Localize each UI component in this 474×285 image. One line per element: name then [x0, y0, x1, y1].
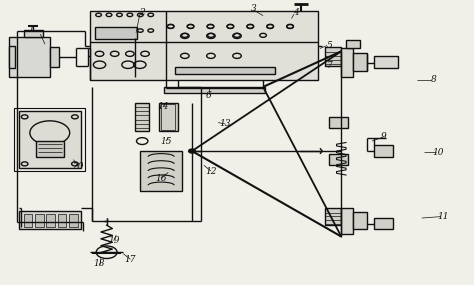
Bar [341, 208, 353, 234]
Text: 17: 17 [125, 255, 136, 264]
Text: 5: 5 [327, 41, 332, 50]
Bar [140, 151, 182, 191]
Text: 19: 19 [108, 236, 119, 245]
Bar [329, 154, 348, 165]
Bar [19, 211, 81, 229]
Bar [46, 214, 55, 227]
Bar [24, 214, 32, 227]
Text: 10: 10 [433, 148, 444, 157]
Text: 14: 14 [158, 102, 169, 111]
Bar [346, 40, 360, 48]
Text: 3: 3 [251, 4, 256, 13]
Bar [161, 104, 175, 130]
Bar [159, 103, 178, 131]
Text: 7: 7 [327, 61, 332, 70]
Bar [95, 27, 137, 39]
Bar [36, 141, 64, 157]
Bar [353, 212, 367, 229]
Bar [50, 47, 59, 67]
Bar [58, 214, 66, 227]
Bar [9, 46, 15, 68]
Text: 13: 13 [219, 119, 231, 129]
Text: 15: 15 [160, 137, 172, 146]
Text: 18: 18 [94, 259, 105, 268]
Text: 16: 16 [155, 174, 167, 183]
Bar [69, 214, 78, 227]
Bar [24, 30, 43, 37]
Bar [9, 37, 50, 77]
Text: 8: 8 [431, 75, 437, 84]
Text: 12: 12 [205, 166, 217, 176]
Bar [353, 53, 367, 71]
Bar [325, 47, 341, 66]
Text: 2: 2 [139, 8, 145, 17]
Bar [14, 108, 85, 171]
Bar [325, 208, 341, 225]
Bar [374, 145, 393, 157]
Text: 1: 1 [28, 25, 34, 34]
Bar [374, 218, 393, 229]
Bar [329, 117, 348, 128]
Text: 20: 20 [73, 162, 84, 171]
Circle shape [189, 149, 195, 153]
Bar [175, 67, 275, 74]
Bar [135, 103, 149, 131]
Text: 11: 11 [438, 212, 449, 221]
Text: 4: 4 [293, 8, 299, 17]
Bar [19, 111, 81, 168]
Bar [164, 87, 265, 93]
Text: 6: 6 [206, 91, 211, 100]
Bar [374, 56, 398, 68]
Text: 9: 9 [381, 132, 387, 141]
Bar [35, 214, 44, 227]
Bar [90, 11, 318, 80]
Bar [341, 48, 353, 77]
